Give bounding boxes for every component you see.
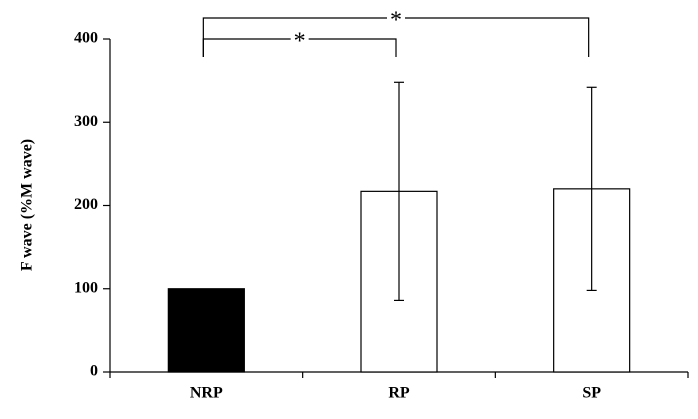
x-tick-label: NRP bbox=[190, 385, 223, 402]
bar bbox=[167, 288, 245, 373]
y-tick-label: 200 bbox=[74, 196, 98, 213]
significance-label: * bbox=[294, 29, 306, 55]
x-tick-label: RP bbox=[388, 385, 410, 402]
x-tick-label: SP bbox=[582, 385, 601, 402]
y-tick-label: 400 bbox=[74, 30, 98, 47]
y-tick-label: 100 bbox=[74, 279, 98, 296]
asterisk-bg bbox=[387, 10, 405, 26]
asterisk-bg bbox=[290, 31, 309, 47]
y-tick-label: 0 bbox=[90, 363, 98, 380]
y-tick-label: 300 bbox=[74, 113, 98, 130]
y-axis-label: F wave (%M wave) bbox=[19, 139, 36, 271]
significance-label: * bbox=[390, 8, 402, 34]
